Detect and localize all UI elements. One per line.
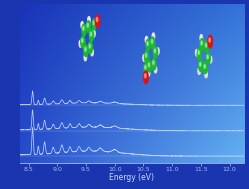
Circle shape	[195, 49, 198, 56]
Circle shape	[152, 58, 156, 70]
Circle shape	[203, 62, 207, 74]
Circle shape	[146, 39, 150, 51]
Circle shape	[154, 49, 156, 53]
Circle shape	[81, 36, 85, 48]
Circle shape	[153, 34, 154, 37]
Circle shape	[86, 21, 90, 33]
Circle shape	[153, 61, 154, 65]
Circle shape	[200, 39, 204, 50]
Circle shape	[79, 40, 82, 47]
Circle shape	[88, 18, 89, 20]
Circle shape	[157, 48, 159, 55]
Circle shape	[143, 55, 145, 61]
Circle shape	[95, 15, 100, 27]
Circle shape	[89, 44, 91, 48]
Circle shape	[205, 71, 207, 78]
Circle shape	[91, 49, 93, 56]
Circle shape	[205, 72, 206, 75]
Circle shape	[148, 63, 150, 67]
Circle shape	[204, 41, 209, 52]
Circle shape	[152, 33, 155, 40]
Circle shape	[89, 30, 94, 41]
Circle shape	[84, 54, 87, 61]
Circle shape	[155, 67, 156, 70]
Circle shape	[205, 43, 207, 47]
Circle shape	[147, 69, 150, 76]
Circle shape	[143, 56, 144, 58]
Circle shape	[147, 60, 152, 72]
Circle shape	[153, 47, 158, 58]
Circle shape	[93, 30, 95, 37]
Circle shape	[148, 71, 149, 73]
Circle shape	[84, 45, 88, 57]
Circle shape	[197, 48, 201, 60]
Circle shape	[96, 17, 98, 22]
Circle shape	[154, 66, 157, 73]
Circle shape	[206, 53, 210, 64]
Circle shape	[145, 53, 147, 57]
Circle shape	[144, 74, 146, 78]
Circle shape	[85, 47, 86, 51]
Circle shape	[207, 55, 208, 59]
Circle shape	[198, 50, 199, 55]
Circle shape	[144, 63, 148, 74]
Circle shape	[88, 42, 92, 53]
Circle shape	[199, 62, 201, 66]
Circle shape	[88, 17, 90, 23]
Circle shape	[201, 41, 202, 45]
Circle shape	[81, 22, 83, 28]
Circle shape	[204, 64, 205, 68]
Circle shape	[198, 69, 199, 71]
Circle shape	[145, 65, 146, 69]
Circle shape	[144, 71, 148, 84]
Circle shape	[151, 39, 153, 43]
Circle shape	[93, 21, 94, 25]
Circle shape	[157, 49, 158, 52]
Circle shape	[91, 50, 92, 53]
Circle shape	[200, 35, 202, 41]
X-axis label: Energy (eV): Energy (eV)	[110, 173, 154, 182]
Circle shape	[199, 60, 203, 71]
Circle shape	[150, 37, 155, 49]
Circle shape	[93, 32, 94, 34]
Circle shape	[147, 42, 148, 46]
Circle shape	[92, 19, 96, 30]
Circle shape	[198, 68, 200, 74]
Circle shape	[81, 38, 83, 43]
Circle shape	[208, 35, 212, 48]
Circle shape	[210, 57, 211, 60]
Circle shape	[82, 24, 86, 36]
Circle shape	[90, 32, 92, 36]
Circle shape	[200, 36, 201, 38]
Circle shape	[146, 38, 147, 40]
Circle shape	[209, 56, 212, 63]
Circle shape	[83, 26, 84, 30]
Circle shape	[81, 23, 82, 25]
Circle shape	[209, 38, 210, 42]
Circle shape	[145, 36, 148, 43]
Circle shape	[144, 51, 149, 63]
Circle shape	[87, 23, 89, 27]
Circle shape	[196, 51, 197, 53]
